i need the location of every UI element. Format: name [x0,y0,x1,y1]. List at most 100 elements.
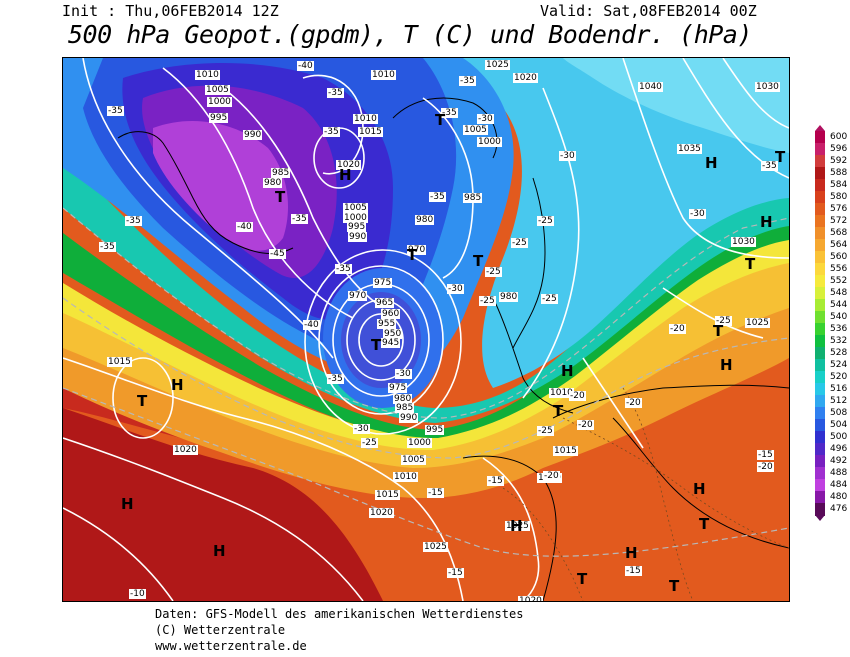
pressure-label: 1020 [513,73,538,83]
pressure-label: 1025 [745,318,770,328]
low-pressure-center: T [699,515,710,533]
temperature-label: -20 [669,324,686,334]
map-title: 500 hPa Geopot.(gpdm), T (C) und Bodendr… [68,20,752,49]
temperature-label: -35 [459,76,476,86]
bg-deepred [63,408,383,601]
temperature-label: -30 [395,369,412,379]
pressure-label: 1000 [343,213,368,223]
high-pressure-center: H [760,213,773,231]
colorbar-segment [815,167,825,180]
pressure-label: 980 [263,178,283,188]
colorbar-tick-label: 548 [830,287,848,298]
colorbar-segment [815,311,825,324]
high-pressure-center: H [625,544,638,562]
temperature-label: -20 [543,471,560,481]
temperature-label: -35 [335,264,352,274]
low-pressure-center: T [669,577,680,595]
colorbar-tick-label: 476 [830,503,848,514]
low-pressure-center: T [775,148,786,166]
colorbar-tick-label: 584 [830,179,848,190]
pressure-label: 950 [383,329,403,339]
temperature-label: -15 [757,450,774,460]
pressure-label: 955 [377,319,397,329]
low-pressure-center: T [435,111,446,129]
pressure-label: 995 [347,222,367,232]
temperature-label: -25 [541,294,558,304]
map-background [63,58,789,601]
low-pressure-center: T [553,402,564,420]
colorbar-tick-label: 488 [830,467,848,478]
colorbar-tick-label: 528 [830,347,848,358]
temperature-label: -35 [327,88,344,98]
temperature-label: -10 [129,589,146,599]
high-pressure-center: H [561,362,574,380]
pressure-label: 1025 [485,60,510,70]
pressure-label: 1005 [205,85,230,95]
pressure-label: 970 [348,291,368,301]
colorbar-segment [815,503,825,516]
low-pressure-center: T [371,336,382,354]
pressure-label: 1035 [677,144,702,154]
colorbar-segment [815,275,825,288]
colorbar-tick-label: 568 [830,227,848,238]
colorbar-segment [815,191,825,204]
temperature-label: -30 [477,114,494,124]
borders [502,387,789,601]
high-pressure-center: H [705,154,718,172]
high-pressure-center: H [693,480,706,498]
pressure-label: 985 [463,193,483,203]
low-pressure-center: T [407,246,418,264]
high-pressure-center: H [339,166,352,184]
colorbar-tick-label: 592 [830,155,848,166]
colorbar-segment [815,131,825,144]
temperature-label: -20 [577,420,594,430]
pressure-label: 980 [393,394,413,404]
pressure-label: 1025 [505,521,530,531]
pressure-label: 1020 [173,445,198,455]
temperature-label: -30 [689,209,706,219]
temperature-label: -35 [441,108,458,118]
pressure-label: 960 [381,309,401,319]
weather-map: 1010 1005 1000 995 990 985 980 1010 1015 1020 1005… [62,57,790,602]
pressure-label: 1010 [353,114,378,124]
colorbar-segment [815,455,825,468]
temperature-label: -15 [625,566,642,576]
colorbar-tick-label: 508 [830,407,848,418]
pressure-label: 995 [209,113,229,123]
colorbar-segment [815,359,825,372]
colorbar-segment [815,395,825,408]
low-pressure-center: T [577,570,588,588]
temperature-label: -25 [715,316,732,326]
high-pressure-center: H [121,495,134,513]
temperature-label: -35 [761,161,778,171]
pressure-label: 1030 [755,82,780,92]
colorbar-tick-label: 576 [830,203,848,214]
colorbar-segment [815,251,825,264]
pressure-label: 1010 [393,472,418,482]
pressure-label: 1005 [401,455,426,465]
pressure-label: 1020 [518,596,543,601]
high-pressure-center: H [171,376,184,394]
colorbar-segment [815,419,825,432]
temperature-label: -40 [297,61,314,71]
colorbar-bottom-arrow [815,515,825,521]
colorbar-tick-label: 496 [830,443,848,454]
colorbar-tick-label: 564 [830,239,848,250]
pressure-label: 990 [399,413,419,423]
colorbar-segment [815,383,825,396]
colorbar-segment [815,407,825,420]
isobars [63,58,789,601]
low-pressure-center: T [275,188,286,206]
pressure-label: 990 [243,130,263,140]
colorbar-tick-label: 552 [830,275,848,286]
colorbar-segment [815,263,825,276]
temperature-label: -25 [479,296,496,306]
pressure-label: 965 [375,298,395,308]
colorbar-tick-label: 556 [830,263,848,274]
pressure-label: 1015 [107,357,132,367]
colorbar-segment [815,431,825,444]
high-pressure-center: H [510,517,523,535]
colorbar-tick-label: 512 [830,395,848,406]
temperature-label: -30 [447,284,464,294]
pressure-label: 985 [395,403,415,413]
